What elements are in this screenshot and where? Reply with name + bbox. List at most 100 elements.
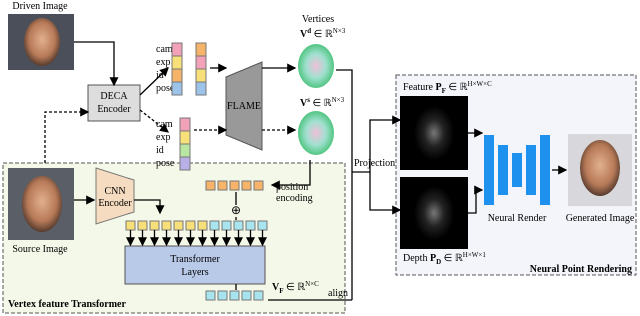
symbol: V [300, 29, 308, 40]
code-label: pose [156, 158, 175, 169]
output-token [253, 290, 264, 301]
symbol: P [430, 253, 436, 264]
position-label: position [276, 182, 308, 193]
symbol-sub: F [442, 87, 446, 95]
code-cell [195, 55, 207, 70]
input-token [173, 220, 184, 231]
output-token [229, 290, 240, 301]
flame-block [225, 61, 263, 151]
code-label: pose [156, 83, 175, 94]
depth-face [414, 186, 454, 240]
vertices-title: Vertices [302, 14, 334, 25]
input-token [197, 220, 208, 231]
output-token [205, 290, 216, 301]
code-cell [179, 156, 191, 171]
output-feature-label: VF ∈ ℝN×C [272, 280, 319, 295]
source-label: Source Image [12, 244, 68, 255]
cnn-label: Encoder [98, 198, 132, 209]
code-cell [195, 81, 207, 96]
deca-box [87, 84, 141, 122]
generated-face [580, 140, 620, 196]
code-cell [179, 117, 191, 132]
layer [540, 135, 550, 205]
position-token [205, 180, 216, 191]
input-token [137, 220, 148, 231]
input-token [125, 220, 136, 231]
relation: ∈ ℝ [310, 98, 332, 109]
layers-label: Transformer [170, 254, 220, 265]
dimension: H×W×C [468, 80, 493, 88]
code-label: id [156, 145, 164, 156]
symbol-sub: F [279, 287, 283, 295]
name: Feature [403, 82, 436, 93]
relation: ∈ ℝ [311, 29, 333, 40]
code-label: exp [156, 57, 170, 68]
name: Depth [403, 253, 430, 264]
arrow [270, 160, 311, 190]
driven-face [24, 18, 60, 66]
transformer-title: Vertex feature Transformer [8, 299, 126, 310]
dimension: H×W×1 [463, 251, 487, 259]
symbol: V [272, 282, 280, 293]
input-token [221, 220, 232, 231]
output-token [217, 290, 228, 301]
vertices-source-label: Vs ∈ ℝN×3 [300, 96, 345, 109]
input-token [233, 220, 244, 231]
position-token [229, 180, 240, 191]
code-cell [179, 130, 191, 145]
code-cell [171, 81, 183, 96]
dimension: N×3 [332, 96, 345, 104]
arrow [369, 172, 402, 215]
symbol-sub: D [436, 258, 441, 266]
driven-mesh [298, 44, 334, 88]
plus: ⊕ [231, 203, 241, 217]
position-token [253, 180, 264, 191]
arrow [352, 115, 402, 173]
code-cell [195, 42, 207, 57]
relation: ∈ ℝ [284, 282, 306, 293]
code-cell [171, 55, 183, 70]
symbol: V [300, 98, 308, 109]
deca-label: Encoder [97, 104, 131, 115]
feature-label: Feature PF ∈ ℝH×W×C [403, 80, 492, 95]
code-cell [195, 68, 207, 83]
code-cell [171, 42, 183, 57]
output-label: Generated Image [566, 213, 635, 224]
symbol-sup: s [307, 96, 310, 104]
render-network [484, 135, 550, 205]
code-label: exp [156, 132, 170, 143]
position-label: encoding [276, 193, 313, 204]
layer [512, 153, 522, 187]
feature-face [414, 106, 454, 160]
cnn-block [95, 167, 135, 225]
arrow [468, 185, 484, 214]
input-token [149, 220, 160, 231]
arrow [139, 109, 170, 133]
position-token [241, 180, 252, 191]
flame-label: FLAME [227, 101, 261, 112]
code-cell [179, 143, 191, 158]
code-label: id [156, 70, 164, 81]
input-token [245, 220, 256, 231]
symbol-sup: d [307, 27, 311, 35]
position-token [217, 180, 228, 191]
dimension: N×C [305, 280, 319, 288]
arrow [134, 199, 165, 215]
relation: ∈ ℝ [446, 82, 468, 93]
rendering-title: Neural Point Rendering [530, 264, 632, 275]
relation: ∈ ℝ [441, 253, 463, 264]
driven-label: Driven Image [12, 1, 68, 12]
render-label: Neural Render [488, 213, 547, 224]
projection-label: Projection [354, 158, 395, 169]
source-mesh [298, 111, 334, 155]
arrow [74, 41, 119, 87]
input-token [185, 220, 196, 231]
code-label: cam [156, 44, 173, 55]
dimension: N×3 [333, 27, 346, 35]
symbol: P [436, 82, 442, 93]
input-token [257, 220, 268, 231]
depth-label: Depth PD ∈ ℝH×W×1 [403, 251, 486, 266]
layer [484, 135, 494, 205]
code-label: cam [156, 119, 173, 130]
code-cell [171, 68, 183, 83]
